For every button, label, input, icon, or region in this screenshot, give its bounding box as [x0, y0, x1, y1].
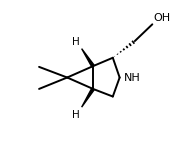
- Text: H: H: [72, 37, 80, 47]
- Text: NH: NH: [124, 73, 141, 83]
- Text: H: H: [72, 110, 80, 120]
- Polygon shape: [82, 88, 94, 107]
- Text: OH: OH: [153, 13, 170, 23]
- Polygon shape: [82, 49, 94, 67]
